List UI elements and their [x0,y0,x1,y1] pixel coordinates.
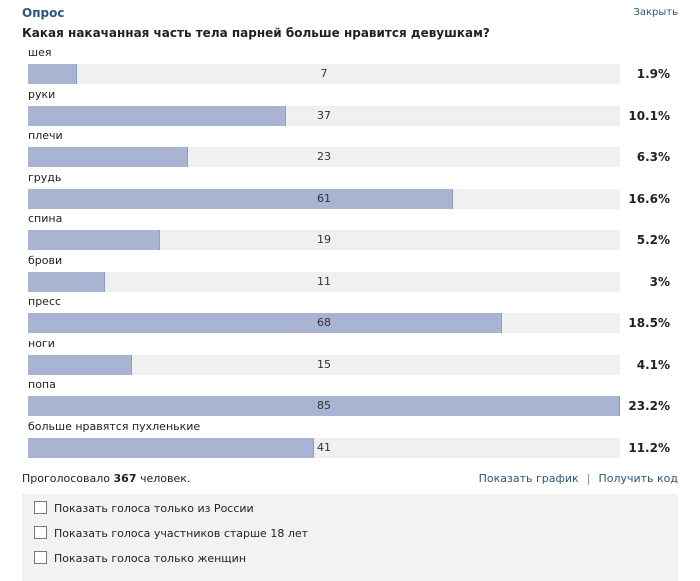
result-bar-fill [28,396,620,416]
poll-option: пресс 68 18.5% [0,294,700,336]
result-bar-track: 11 [28,271,620,292]
result-bar-track: 41 [28,437,620,458]
result-bar-track: 15 [28,354,620,375]
vote-percent: 6.3% [636,150,670,164]
link-separator: | [586,472,591,485]
option-label: брови [28,253,63,267]
vote-percent: 3% [649,274,670,289]
total-prefix: Проголосовало [22,472,114,485]
poll-option: ноги 15 4.1% [0,336,700,378]
checkbox-over-18[interactable] [34,526,47,539]
vote-count: 15 [317,357,331,371]
vote-count: 23 [317,150,331,163]
vote-count: 85 [317,399,331,412]
result-bar-fill [28,354,132,375]
option-label: плечи [28,129,63,142]
poll-option: спина 19 5.2% [0,211,700,253]
checkbox-russia[interactable] [34,501,47,514]
total-votes: Проголосовало 367 человек. [22,472,190,485]
poll-option: попа 85 23.2% [0,377,700,419]
vote-percent: 5.2% [636,233,670,247]
option-label: руки [28,87,56,101]
result-bar-fill [28,105,286,126]
vote-count: 68 [317,316,331,329]
result-bar-track: 68 [28,313,620,333]
vote-count: 41 [317,440,331,454]
option-label: попа [28,378,56,391]
checkbox-women[interactable] [34,551,47,564]
result-bar-fill [28,437,314,458]
poll-question: Какая накачанная часть тела парней больш… [22,26,490,40]
result-bar-track: 7 [28,64,620,84]
poll-results: шея 7 1.9% руки 37 10.1% плечи 23 6.3% г… [0,45,700,460]
filter-over-18[interactable]: Показать голоса участников старше 18 лет [34,525,308,543]
result-bar-fill [28,230,160,250]
option-label: больше нравятся пухленькие [28,419,201,433]
vote-count: 7 [320,67,328,80]
filter-russia-label: Показать голоса только из России [54,502,254,515]
filters-panel: Показать голоса только из России Показат… [22,494,678,581]
result-bar-track: 23 [28,147,620,167]
vote-percent: 16.6% [628,191,670,206]
vote-percent: 10.1% [628,108,670,123]
poll-option: больше нравятся пухленькие 41 11.2% [0,419,700,461]
result-bar-fill [28,147,188,167]
poll-footer: Проголосовало 367 человек. Показать граф… [22,472,678,490]
vote-count: 37 [317,108,331,122]
poll-option: руки 37 10.1% [0,87,700,129]
vote-percent: 23.2% [628,399,670,413]
result-bar-fill [28,271,105,292]
total-suffix: человек. [136,472,191,485]
result-bar-track: 85 [28,396,620,416]
vote-count: 11 [317,274,331,288]
result-bar-fill [28,313,502,333]
poll-header: Опрос Закрыть [22,6,678,22]
poll-option: плечи 23 6.3% [0,128,700,170]
filter-women[interactable]: Показать голоса только женщин [34,550,246,568]
option-label: спина [28,212,63,225]
filter-over-18-label: Показать голоса участников старше 18 лет [54,527,309,540]
vote-count: 19 [317,233,331,246]
total-count: 367 [113,472,137,485]
option-label: грудь [28,170,62,184]
option-label: шея [28,46,52,59]
result-bar-fill [28,64,77,84]
get-code-link[interactable]: Получить код [598,472,678,485]
footer-links: Показать график | Получить код [479,472,678,485]
poll-option: шея 7 1.9% [0,45,700,87]
vote-count: 61 [317,191,331,205]
result-bar-fill [28,188,453,209]
result-bar-track: 37 [28,105,620,126]
vote-percent: 18.5% [628,316,670,330]
show-chart-link[interactable]: Показать график [478,472,579,485]
vote-percent: 11.2% [628,440,670,455]
filter-russia[interactable]: Показать голоса только из России [34,500,254,518]
vote-percent: 4.1% [636,357,670,372]
close-link[interactable]: Закрыть [633,7,678,18]
poll-option: брови 11 3% [0,253,700,295]
poll-option: грудь 61 16.6% [0,170,700,212]
filter-women-label: Показать голоса только женщин [54,552,247,565]
result-bar-track: 61 [28,188,620,209]
option-label: ноги [28,336,55,350]
result-bar-track: 19 [28,230,620,250]
vote-percent: 1.9% [636,67,670,81]
option-label: пресс [28,295,62,308]
poll-title: Опрос [22,6,65,20]
